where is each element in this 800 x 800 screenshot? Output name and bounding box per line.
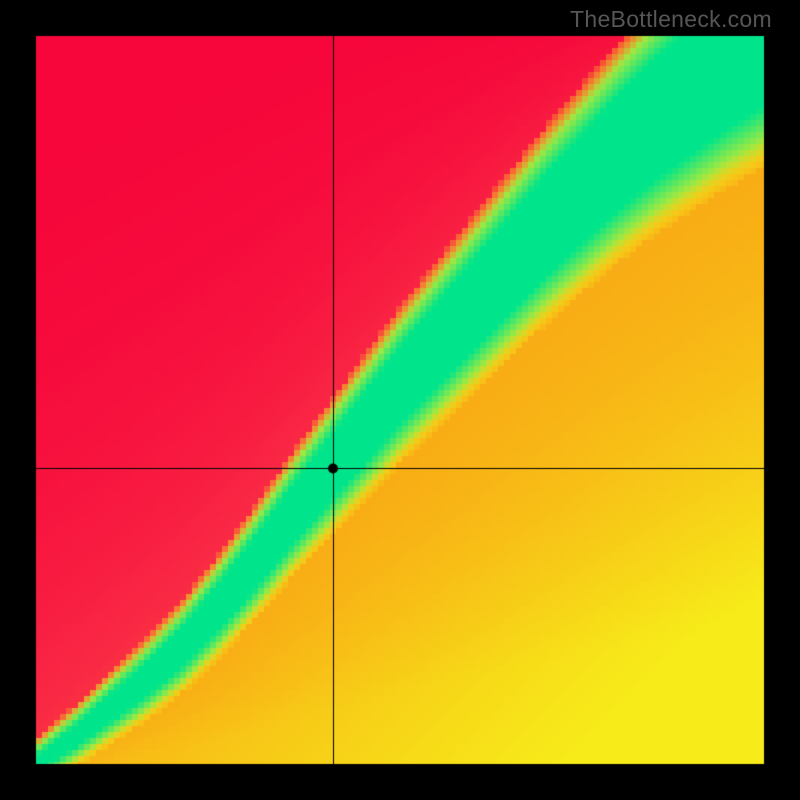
watermark-text: TheBottleneck.com bbox=[570, 6, 772, 33]
bottleneck-heatmap bbox=[0, 0, 800, 800]
chart-container: TheBottleneck.com bbox=[0, 0, 800, 800]
